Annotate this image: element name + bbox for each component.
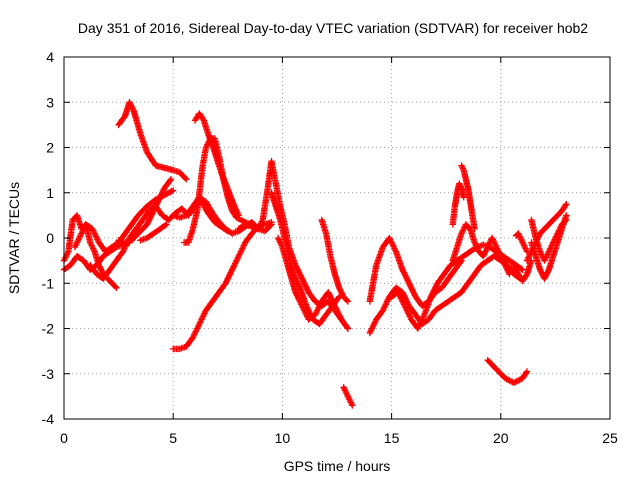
y-tick-label: -4	[42, 411, 55, 427]
x-tick-label: 15	[384, 430, 400, 446]
plus-marker-trace	[528, 212, 570, 282]
series-arc-28	[512, 230, 531, 255]
y-tick-label: -3	[42, 366, 55, 382]
series-arc-23	[484, 357, 531, 386]
series-arc-10	[170, 219, 275, 353]
series-arc-24	[510, 257, 535, 285]
series-arc-4	[115, 99, 190, 183]
plus-marker-trace	[274, 234, 352, 332]
series-arc-17	[366, 252, 524, 337]
plus-marker-trace	[268, 189, 343, 328]
plus-marker-trace	[449, 221, 513, 278]
y-tick-label: 3	[46, 94, 54, 110]
series-arc-20	[449, 221, 513, 278]
plus-marker-trace	[191, 110, 242, 219]
plus-marker-trace	[366, 252, 524, 337]
series-arc-13	[268, 189, 343, 328]
y-tick-label: 2	[46, 140, 54, 156]
plus-marker-trace	[484, 357, 531, 386]
x-axis-label: GPS time / hours	[284, 458, 391, 474]
x-tick-label: 5	[169, 430, 177, 446]
series-arc-15	[318, 216, 352, 305]
y-tick-label: 0	[46, 230, 54, 246]
data-points	[60, 99, 570, 409]
series-arc-7	[137, 221, 170, 244]
series-arc-27	[528, 212, 570, 282]
y-axis-label: SDTVAR / TECUs	[6, 182, 22, 294]
x-tick-label: 20	[493, 430, 509, 446]
plus-marker-trace	[115, 99, 190, 183]
plus-marker-trace	[449, 180, 467, 228]
plus-marker-trace	[340, 384, 356, 409]
series-arc-22	[458, 162, 478, 233]
plus-marker-trace	[512, 230, 531, 255]
x-tick-label: 10	[275, 430, 291, 446]
axis-ticks: 0 5 10 15 20 25 -4 -3 -2 -1 0 1 2 3 4	[42, 49, 618, 446]
plus-marker-trace	[510, 257, 535, 285]
series-arc-11	[191, 110, 242, 219]
y-tick-label: -1	[42, 275, 55, 291]
chart-title: Day 351 of 2016, Sidereal Day-to-day VTE…	[78, 20, 588, 36]
y-tick-label: 4	[46, 49, 54, 65]
x-tick-label: 0	[60, 430, 68, 446]
series-arc-21	[449, 180, 467, 228]
plus-marker-trace	[458, 162, 478, 233]
series-arc-14	[274, 234, 352, 332]
plus-marker-trace	[170, 219, 275, 353]
x-tick-label: 25	[602, 430, 618, 446]
y-tick-label: 1	[46, 185, 54, 201]
plus-marker-trace	[318, 216, 352, 305]
series-arc-16	[340, 384, 356, 409]
plus-marker-trace	[137, 221, 170, 244]
y-tick-label: -2	[42, 321, 55, 337]
